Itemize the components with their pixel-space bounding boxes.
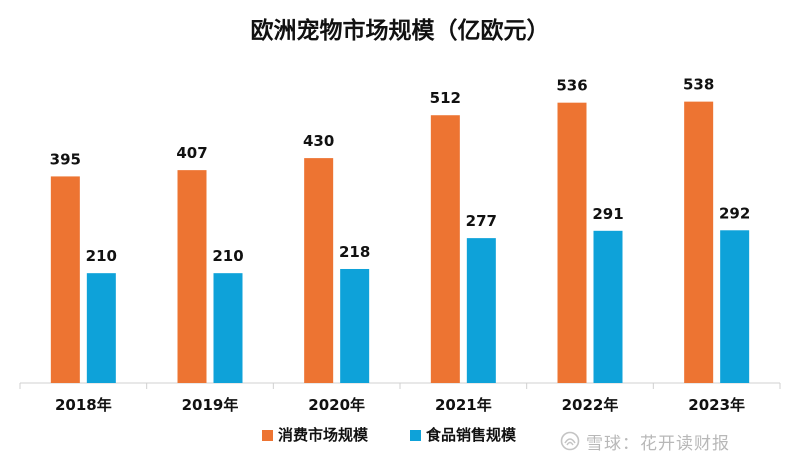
- legend-swatch-0: [262, 430, 273, 441]
- x-tick-label-2: 2020年: [308, 396, 365, 414]
- x-tick-label-0: 2018年: [55, 396, 112, 414]
- data-label-consumer-market-0: 395: [50, 150, 81, 168]
- bar-food-sales-3: [466, 238, 496, 383]
- data-label-food-sales-0: 210: [86, 247, 117, 265]
- data-label-food-sales-2: 218: [339, 243, 370, 261]
- legend-label-1: 食品销售规模: [426, 426, 517, 444]
- bar-food-sales-4: [593, 230, 623, 383]
- data-label-food-sales-4: 291: [592, 205, 623, 223]
- data-label-consumer-market-4: 536: [556, 77, 587, 95]
- x-tick-label-4: 2022年: [562, 396, 619, 414]
- data-label-consumer-market-1: 407: [176, 144, 207, 162]
- watermark-text: 雪球：花开读财报: [586, 433, 730, 454]
- data-label-consumer-market-5: 538: [683, 76, 714, 94]
- bar-consumer-market-2: [304, 158, 334, 383]
- bar-consumer-market-4: [557, 102, 587, 383]
- bar-consumer-market-5: [684, 101, 714, 383]
- data-label-food-sales-1: 210: [212, 247, 243, 265]
- category-labels: 2018年 2019年 2020年 2021年 2022年 2023年: [55, 396, 745, 414]
- x-tick-label-5: 2023年: [688, 396, 745, 414]
- data-label-food-sales-5: 292: [719, 204, 750, 222]
- data-label-food-sales-3: 277: [466, 212, 497, 230]
- watermark: 雪球：花开读财报: [560, 428, 730, 454]
- bar-food-sales-2: [340, 268, 370, 383]
- bar-consumer-market-1: [177, 170, 207, 383]
- snowball-logo-icon: [560, 431, 580, 451]
- bar-consumer-market-3: [430, 115, 460, 383]
- x-axis-ticks: [19, 383, 781, 389]
- bar-consumer-market-0: [50, 176, 80, 383]
- chart-title: 欧洲宠物市场规模（亿欧元）: [251, 17, 550, 44]
- x-tick-label-1: 2019年: [182, 396, 239, 414]
- bars: [50, 101, 750, 383]
- x-tick-label-3: 2021年: [435, 396, 492, 414]
- bar-food-sales-1: [213, 273, 243, 383]
- legend-swatch-1: [410, 430, 421, 441]
- bar-food-sales-5: [720, 230, 750, 383]
- data-label-consumer-market-3: 512: [430, 89, 461, 107]
- legend-label-0: 消费市场规模: [278, 426, 369, 444]
- bar-food-sales-0: [86, 273, 116, 383]
- data-labels: 395 210 407 210 430 218 512 277 536 291 538 292: [50, 76, 751, 266]
- data-label-consumer-market-2: 430: [303, 132, 334, 150]
- legend: 消费市场规模 食品销售规模: [262, 426, 517, 444]
